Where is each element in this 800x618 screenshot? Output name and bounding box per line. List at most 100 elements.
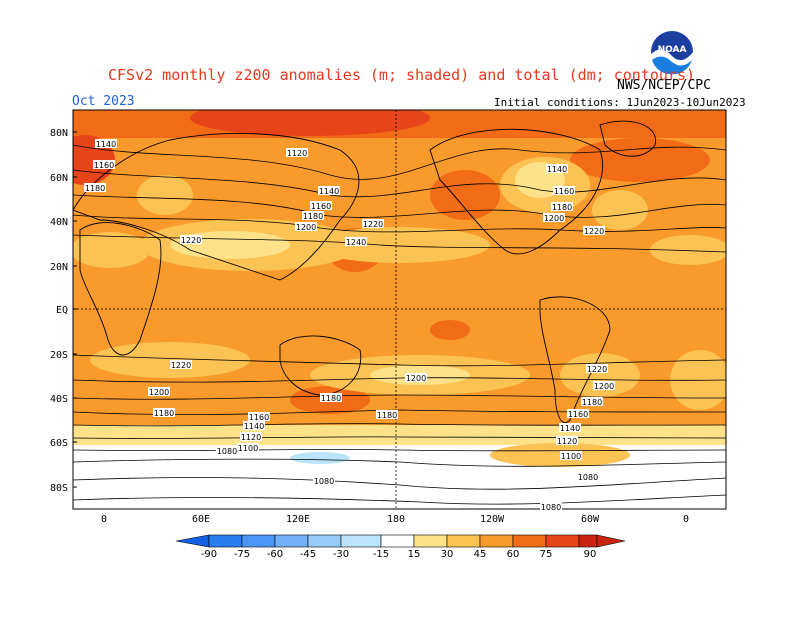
lon-label: 60W	[581, 514, 600, 525]
svg-text:1220: 1220	[363, 220, 383, 229]
contour-label: 1140	[559, 423, 581, 433]
contour-label: 1180	[320, 393, 342, 403]
lon-label: 60E	[192, 514, 210, 525]
contour-label: 1200	[543, 213, 565, 223]
colorbar-label: 60	[507, 549, 520, 560]
contour-label: 1160	[248, 412, 270, 422]
longitude-labels: 0 60E 120E 180 120W 60W 0	[101, 514, 689, 525]
contour-label: 1200	[593, 381, 615, 391]
lon-label: 180	[387, 514, 405, 525]
contour-label-group: 1140 1160 1180 1120 1140 1160 1180 1200 …	[84, 139, 615, 512]
svg-text:1220: 1220	[171, 361, 191, 370]
lon-label: 0	[101, 514, 107, 525]
contour-label: 1160	[310, 201, 332, 211]
svg-text:1180: 1180	[321, 394, 341, 403]
svg-text:1180: 1180	[552, 203, 572, 212]
contour-label: 1180	[302, 211, 324, 221]
lat-label: 60S	[50, 438, 68, 449]
svg-text:1140: 1140	[244, 422, 264, 431]
svg-text:1100: 1100	[561, 452, 581, 461]
contour-label: 1140	[546, 164, 568, 174]
lat-label: 20N	[50, 262, 68, 273]
svg-text:1160: 1160	[311, 202, 331, 211]
contour-label: 1200	[405, 373, 427, 383]
contour-lines	[73, 144, 726, 505]
svg-text:1200: 1200	[149, 388, 169, 397]
contour-label: 1080	[540, 502, 562, 512]
svg-text:1180: 1180	[377, 411, 397, 420]
chart-title: CFSv2 monthly z200 anomalies (m; shaded)…	[108, 66, 695, 84]
contour-label: 1220	[362, 219, 384, 229]
contour-label: 1160	[553, 186, 575, 196]
contour-label: 1140	[318, 186, 340, 196]
contour-label: 1220	[170, 360, 192, 370]
svg-text:1200: 1200	[296, 223, 316, 232]
latitude-ticks	[73, 131, 77, 488]
lat-label: 80N	[50, 128, 68, 139]
noaa-logo: NOAA	[650, 30, 694, 77]
svg-text:1180: 1180	[582, 398, 602, 407]
lat-label: 80S	[50, 483, 68, 494]
svg-text:1200: 1200	[406, 374, 426, 383]
contour-label: 1180	[551, 202, 573, 212]
colorbar-label: -60	[267, 549, 283, 560]
colorbar-label: -90	[201, 549, 217, 560]
svg-text:1140: 1140	[547, 165, 567, 174]
lat-label: 60N	[50, 173, 68, 184]
noaa-logo-text: NOAA	[658, 45, 687, 55]
svg-text:1080: 1080	[314, 477, 334, 486]
contour-label: 1100	[560, 451, 582, 461]
svg-text:1140: 1140	[560, 424, 580, 433]
svg-text:1200: 1200	[594, 382, 614, 391]
contour-label: 1180	[153, 408, 175, 418]
colorbar-label: -15	[373, 549, 389, 560]
contour-label: 1080	[313, 476, 335, 486]
lat-label: 20S	[50, 350, 68, 361]
contour-label: 1240	[345, 237, 367, 247]
svg-text:1240: 1240	[346, 238, 366, 247]
svg-text:1120: 1120	[557, 437, 577, 446]
initial-conditions: Initial conditions: 1Jun2023-10Jun2023	[494, 96, 746, 109]
shaded-anomalies	[73, 110, 726, 509]
svg-text:1120: 1120	[241, 433, 261, 442]
svg-text:1140: 1140	[319, 187, 339, 196]
contour-label: 1200	[295, 222, 317, 232]
svg-text:1220: 1220	[181, 236, 201, 245]
lon-label: 120W	[480, 514, 505, 525]
contour-label: 1180	[84, 183, 106, 193]
valid-month: Oct 2023	[72, 94, 135, 109]
svg-text:1180: 1180	[154, 409, 174, 418]
latitude-labels: 80N 60N 40N 20N EQ 20S 40S 60S 80S	[50, 128, 68, 494]
svg-text:1100: 1100	[238, 444, 258, 453]
coastlines	[73, 120, 656, 423]
colorbar-label: 15	[408, 549, 421, 560]
svg-text:1220: 1220	[584, 227, 604, 236]
svg-text:1160: 1160	[249, 413, 269, 422]
contour-label: 1180	[581, 397, 603, 407]
contour-label: 1080	[577, 472, 599, 482]
colorbar: -90 -75 -60 -45 -30 -15 15 30 45 60 75 9…	[175, 534, 626, 560]
svg-text:1180: 1180	[303, 212, 323, 221]
svg-text:1080: 1080	[541, 503, 561, 512]
colorbar-label: -75	[234, 549, 250, 560]
organization-label: NWS/NCEP/CPC	[617, 78, 711, 93]
svg-text:1200: 1200	[544, 214, 564, 223]
contour-label: 1140	[95, 139, 117, 149]
contour-label: 1120	[286, 148, 308, 158]
svg-text:1180: 1180	[85, 184, 105, 193]
colorbar-label: 75	[540, 549, 553, 560]
svg-text:1140: 1140	[96, 140, 116, 149]
lat-label: 40N	[50, 217, 68, 228]
svg-text:1080: 1080	[217, 447, 237, 456]
colorbar-label: 90	[584, 549, 597, 560]
colorbar-label: -45	[300, 549, 316, 560]
contour-label: 1080	[216, 446, 238, 456]
svg-text:1080: 1080	[578, 473, 598, 482]
contour-label: 1200	[148, 387, 170, 397]
svg-text:1160: 1160	[568, 410, 588, 419]
lat-label: EQ	[56, 305, 68, 316]
contour-label: 1120	[240, 432, 262, 442]
lon-label: 120E	[286, 514, 310, 525]
contour-label: 1120	[556, 436, 578, 446]
reference-gridlines	[73, 110, 726, 509]
